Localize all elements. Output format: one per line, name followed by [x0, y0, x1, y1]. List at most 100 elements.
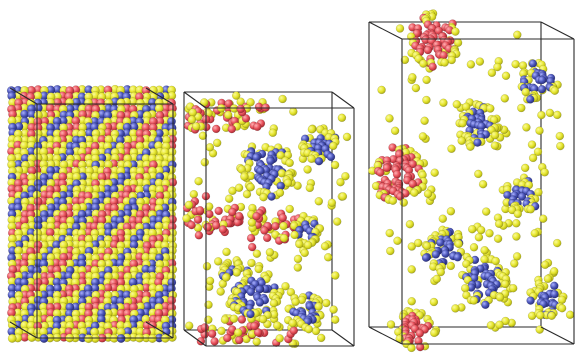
particle-yellow	[399, 198, 408, 207]
box-edge-depth	[9, 87, 38, 105]
particle-yellow	[234, 183, 244, 193]
particle-yellow	[252, 249, 262, 258]
particle-yellow	[286, 288, 296, 297]
particle-yellow	[457, 136, 466, 146]
particle-yellow	[288, 318, 297, 328]
particle-yellow	[526, 205, 535, 214]
particle-yellow	[224, 194, 234, 203]
particle-yellow	[246, 182, 255, 192]
particle-yellow	[454, 239, 463, 249]
particle-yellow	[184, 321, 194, 330]
box-edge-depth	[540, 326, 575, 345]
particle-yellow	[545, 108, 555, 118]
particle-yellow	[265, 248, 275, 257]
particle-yellow	[438, 214, 447, 223]
particle-yellow	[451, 27, 460, 36]
particle-yellow	[222, 247, 231, 257]
particle-yellow	[254, 264, 263, 274]
box-edge-depth	[368, 21, 403, 40]
particle-yellow	[451, 304, 460, 313]
panel-separated-clusters	[368, 9, 575, 353]
box-edge-depth	[183, 91, 207, 109]
particle-yellow	[247, 258, 256, 268]
particle-yellow	[220, 315, 230, 324]
particle-yellow	[535, 126, 544, 135]
particle-yellow	[314, 302, 323, 311]
particle-yellow	[522, 123, 531, 132]
particle-red	[250, 321, 259, 331]
particle-blue	[537, 75, 547, 85]
particle-yellow	[543, 274, 553, 283]
particle-yellow	[521, 163, 530, 173]
particle-yellow	[466, 142, 475, 151]
particle-blue	[526, 296, 535, 305]
particle-red	[200, 323, 210, 332]
particle-yellow	[327, 198, 337, 207]
box-edge-depth	[331, 91, 355, 109]
particle-yellow	[478, 179, 488, 189]
particle-red	[423, 45, 433, 55]
particle-yellow	[278, 94, 287, 104]
panel-mixed-clusters	[182, 91, 355, 348]
particle-yellow	[540, 168, 549, 177]
particle-yellow	[303, 240, 313, 250]
particle-red	[408, 159, 417, 169]
particle-yellow	[390, 126, 400, 136]
box-edge-depth	[540, 21, 575, 40]
particle-yellow	[330, 160, 340, 170]
particle-blue	[537, 84, 547, 94]
box-edge-depth	[368, 326, 403, 345]
particle-yellow	[407, 343, 416, 353]
particle-red	[234, 335, 244, 345]
particle-yellow	[553, 238, 562, 248]
particle-yellow	[269, 299, 279, 308]
particle-yellow	[285, 158, 294, 168]
particle-yellow	[462, 259, 471, 269]
particle-yellow	[329, 141, 338, 151]
particle-yellow	[462, 102, 471, 112]
particle-blue	[246, 287, 256, 297]
particle-red	[263, 233, 272, 243]
particle-yellow	[341, 171, 350, 181]
particle-yellow	[512, 219, 521, 228]
particle-yellow	[530, 229, 539, 238]
particle-yellow	[509, 284, 518, 293]
particle-yellow	[436, 267, 445, 277]
particle-blue	[267, 192, 276, 201]
particle-yellow	[507, 205, 517, 215]
particle-red	[228, 207, 237, 217]
particle-yellow	[466, 60, 476, 69]
particle-red	[227, 124, 237, 134]
particle-blue	[436, 238, 445, 247]
particle-yellow	[414, 238, 423, 248]
particle-red	[253, 328, 263, 337]
particle-yellow	[291, 297, 300, 306]
particle-yellow	[475, 57, 485, 66]
particle-yellow	[189, 189, 199, 199]
particle-yellow	[242, 189, 252, 199]
particle-yellow	[283, 178, 293, 188]
particle-yellow	[446, 261, 455, 271]
particle-blue	[246, 309, 255, 319]
particle-yellow	[556, 141, 565, 151]
particle-yellow	[407, 265, 416, 274]
particle-yellow	[527, 140, 537, 149]
particle-yellow	[539, 214, 548, 223]
particle-red	[408, 179, 417, 189]
particle-yellow	[422, 75, 431, 85]
particle-blue	[526, 95, 535, 104]
particle-red	[392, 170, 402, 179]
particle-red	[214, 206, 223, 216]
particle-yellow	[512, 232, 521, 241]
particle-red	[247, 242, 257, 252]
box-edge-depth	[331, 329, 355, 347]
particle-yellow	[229, 314, 239, 323]
particle-red	[210, 337, 219, 346]
particle-yellow	[446, 207, 456, 216]
particle-yellow	[279, 221, 288, 231]
particle-yellow	[474, 233, 484, 242]
particle-blue	[473, 138, 482, 147]
particle-yellow	[550, 86, 559, 95]
